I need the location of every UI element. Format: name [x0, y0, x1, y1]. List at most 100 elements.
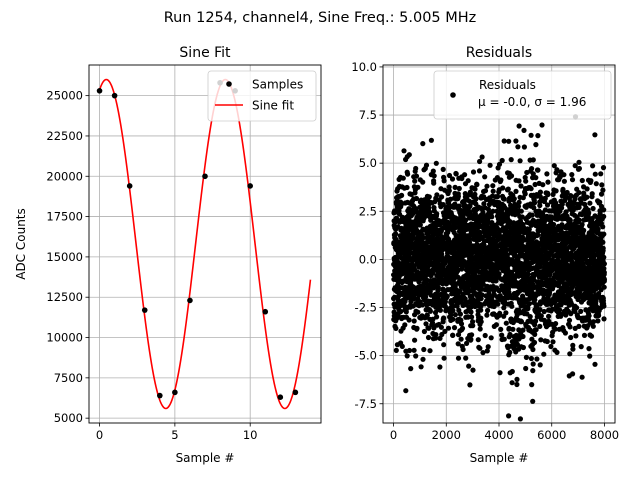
residual-point	[516, 178, 522, 184]
sine-fit-ticks: 0 5 10 5000 7500 10000 12500 15000 17500 20000 225…	[46, 89, 257, 442]
residual-point	[511, 196, 517, 202]
residual-point	[472, 191, 478, 197]
residual-point	[590, 205, 596, 212]
residual-point	[516, 123, 522, 129]
residual-point	[531, 339, 538, 346]
residual-point	[482, 174, 488, 180]
residual-point	[530, 346, 536, 353]
residual-point	[553, 321, 559, 327]
residual-point	[541, 351, 547, 357]
residual-point	[515, 144, 521, 150]
residual-point	[569, 177, 576, 183]
residual-point	[444, 293, 450, 299]
residual-point	[588, 178, 594, 184]
residual-point	[455, 193, 461, 199]
residual-point	[475, 337, 481, 343]
residual-point	[514, 341, 521, 347]
residual-point	[456, 185, 462, 192]
residuals-ticks: 0 2000 4000 6000 8000 -7.5 -5.0 -2.5 0.0 2.5 5.0 7.…	[351, 60, 619, 442]
residual-point	[544, 171, 550, 177]
residual-point	[506, 413, 512, 419]
residual-point	[481, 201, 487, 207]
sample-point	[111, 92, 118, 99]
residual-point	[434, 314, 440, 320]
residual-point	[466, 363, 472, 369]
residual-point	[493, 322, 499, 328]
residual-point	[601, 269, 607, 275]
residual-point	[448, 312, 454, 318]
sine-fit-legend-box	[207, 70, 317, 122]
legend-samples-label: Samples	[252, 78, 303, 92]
sine-fit-line	[98, 78, 312, 410]
residual-point	[528, 355, 535, 362]
residual-point	[525, 306, 531, 312]
residual-point	[450, 303, 456, 309]
residual-point	[545, 179, 551, 185]
residual-point	[557, 307, 563, 313]
sample-point	[172, 389, 178, 396]
residual-point	[469, 314, 475, 320]
residual-point	[590, 163, 596, 169]
residual-point	[451, 325, 458, 331]
residual-point	[392, 294, 398, 300]
residual-point	[510, 326, 516, 332]
residual-point	[453, 171, 459, 177]
residual-point	[499, 332, 505, 338]
residual-point	[567, 217, 573, 224]
residual-point	[507, 331, 513, 338]
residual-point	[517, 158, 523, 164]
residual-point	[405, 171, 411, 177]
residual-point	[438, 324, 444, 330]
sample-point	[96, 88, 103, 94]
y-tick-label: -2.5	[355, 301, 377, 315]
residual-point	[589, 191, 595, 197]
residual-point	[415, 309, 421, 315]
residual-point	[418, 364, 424, 370]
residual-point	[409, 289, 415, 295]
residual-point	[530, 368, 536, 374]
residual-point	[592, 361, 598, 367]
residual-point	[553, 188, 559, 194]
x-tick-label: 2000	[432, 428, 461, 442]
residual-point	[442, 328, 448, 334]
residual-point	[476, 168, 483, 174]
residual-point	[500, 185, 506, 191]
y-tick-label: 22500	[46, 129, 83, 143]
sample-point	[141, 307, 148, 313]
residual-point	[540, 182, 546, 188]
residual-point	[595, 226, 601, 232]
residual-point	[411, 347, 417, 353]
residual-point	[412, 178, 418, 184]
residual-point	[581, 227, 587, 233]
residual-point	[579, 222, 585, 228]
residual-point	[423, 294, 429, 300]
residual-point	[559, 201, 565, 207]
residual-point	[530, 398, 536, 404]
residual-point	[393, 236, 399, 243]
residual-point	[601, 207, 607, 213]
residual-point	[576, 165, 583, 172]
residual-point	[578, 308, 584, 314]
residual-point	[595, 318, 601, 324]
residual-point	[528, 186, 534, 192]
residual-point	[427, 308, 433, 314]
residual-point	[532, 331, 538, 337]
residual-point	[469, 332, 475, 338]
residual-point	[570, 371, 576, 377]
residual-point	[431, 173, 437, 179]
sample-point	[157, 392, 163, 399]
residual-point	[550, 191, 556, 197]
residual-point	[420, 179, 426, 185]
y-tick-label: 10000	[46, 331, 83, 345]
residual-point	[462, 172, 468, 178]
sine-fit-grid	[89, 65, 321, 423]
residual-point	[513, 138, 519, 144]
residual-point	[426, 325, 432, 331]
residual-point	[576, 323, 582, 329]
residual-point	[411, 318, 417, 324]
y-tick-label: 2.5	[359, 204, 377, 218]
residual-point	[530, 361, 536, 367]
residual-point	[516, 199, 522, 205]
residual-point	[452, 184, 458, 190]
residual-point	[433, 160, 439, 166]
